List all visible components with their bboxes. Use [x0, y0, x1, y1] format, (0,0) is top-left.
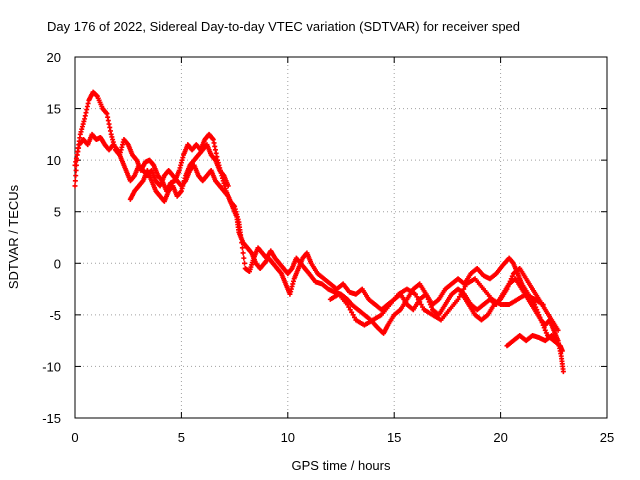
x-tick-label: 0	[71, 430, 78, 445]
data-point	[542, 327, 548, 333]
data-point	[415, 296, 421, 302]
series-trace-2	[72, 131, 565, 354]
data-point	[420, 304, 426, 310]
data-point	[241, 255, 247, 261]
data-point	[412, 291, 418, 297]
x-tick-label: 15	[387, 430, 401, 445]
data-point	[540, 322, 546, 328]
plot-frame	[74, 56, 608, 419]
x-tick-label: 10	[281, 430, 295, 445]
data-point	[423, 291, 429, 297]
data-point	[347, 307, 353, 313]
data-point	[72, 183, 78, 189]
data-point	[428, 304, 434, 310]
y-tick-label: -10	[42, 359, 61, 374]
x-tick-label: 25	[600, 430, 614, 445]
data-point	[559, 348, 565, 354]
data-point	[543, 330, 549, 336]
data-points	[72, 89, 566, 375]
data-point	[346, 304, 352, 310]
data-point	[414, 294, 420, 300]
data-point	[349, 309, 355, 315]
data-point	[425, 296, 431, 302]
series-trace-6	[504, 332, 561, 349]
y-tick-label: 20	[47, 50, 61, 65]
x-axis-label: GPS time / hours	[292, 458, 391, 473]
y-tick-label: 5	[54, 205, 61, 220]
series-trace-1	[72, 89, 566, 375]
y-tick-labels: -15 -10 -5 0 5 10 15 20	[42, 50, 61, 426]
data-point	[455, 296, 461, 302]
data-point	[424, 294, 430, 300]
data-point	[344, 302, 350, 308]
grid-lines	[75, 57, 607, 418]
y-tick-label: -15	[42, 411, 61, 426]
data-point	[427, 302, 433, 308]
data-point	[504, 286, 510, 292]
data-point	[507, 278, 513, 284]
data-point	[351, 314, 357, 320]
axis-ticks	[74, 56, 608, 419]
chart-title: Day 176 of 2022, Sidereal Day-to-day VTE…	[47, 19, 520, 34]
data-point	[555, 327, 561, 333]
data-point	[505, 283, 511, 289]
y-tick-label: 0	[54, 256, 61, 271]
data-point	[240, 250, 246, 256]
y-tick-label: 15	[47, 102, 61, 117]
series-trace-3	[127, 142, 231, 204]
data-point	[461, 286, 467, 292]
data-point	[456, 294, 462, 300]
data-point	[72, 178, 78, 184]
data-point	[506, 281, 512, 287]
data-point	[555, 338, 561, 344]
x-tick-label: 20	[493, 430, 507, 445]
data-point	[538, 317, 544, 323]
data-point	[239, 245, 245, 251]
data-point	[73, 173, 79, 179]
data-point	[225, 183, 231, 189]
x-tick-label: 5	[178, 430, 185, 445]
data-point	[508, 276, 514, 282]
data-point	[417, 299, 423, 305]
y-tick-label: -5	[49, 308, 61, 323]
series-trace-4	[327, 276, 546, 328]
data-point	[350, 312, 356, 318]
data-point	[242, 260, 248, 266]
data-point	[539, 320, 545, 326]
y-axis-label: SDTVAR / TECUs	[6, 184, 21, 289]
data-point	[426, 299, 432, 305]
data-point	[509, 273, 515, 279]
data-point	[541, 325, 547, 331]
x-tick-labels: 0 5 10 15 20 25	[71, 430, 614, 445]
y-tick-label: 10	[47, 153, 61, 168]
data-point	[73, 167, 79, 173]
series-trace-5	[459, 265, 561, 333]
data-point	[560, 369, 566, 375]
data-point	[462, 283, 468, 289]
data-point	[418, 302, 424, 308]
